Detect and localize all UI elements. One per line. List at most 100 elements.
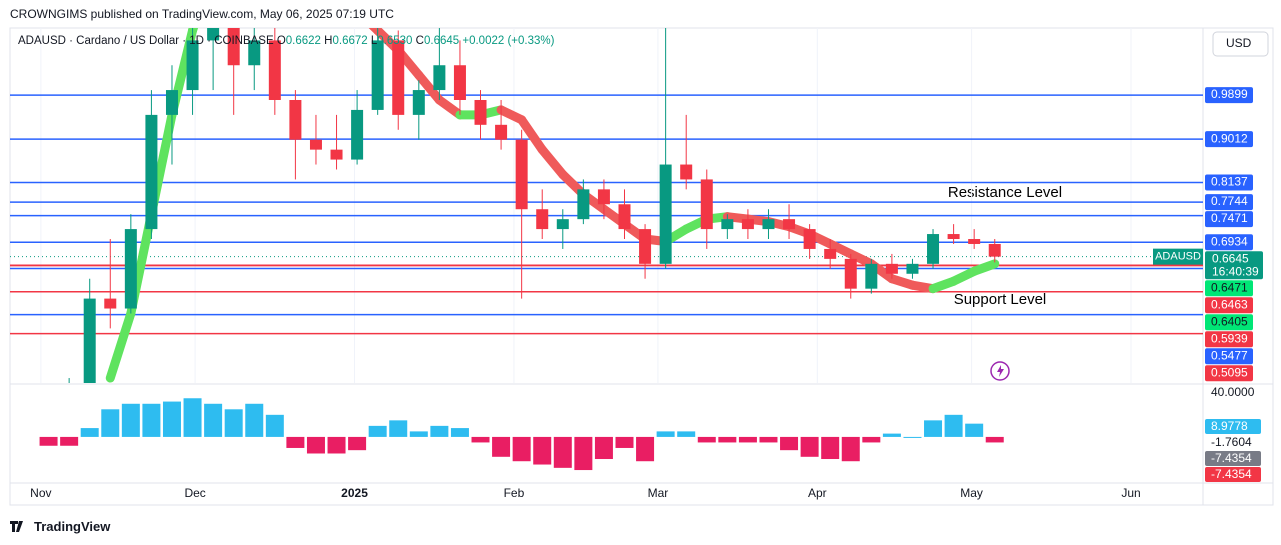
- footer: TradingView: [34, 519, 111, 534]
- price-tag: [1205, 331, 1253, 348]
- x-tick-label: Nov: [30, 486, 51, 500]
- histogram-bar: [903, 436, 922, 438]
- price-tag: [1205, 365, 1253, 382]
- histogram-bar: [348, 436, 367, 451]
- candle-body: [988, 243, 1001, 257]
- candle-body: [268, 40, 281, 100]
- price-tag: [1205, 251, 1263, 280]
- histogram-bar: [204, 403, 223, 437]
- histogram-bar: [759, 436, 778, 443]
- header: CROWNGIMS published on TradingView.com, …: [10, 7, 394, 21]
- histogram-bar: [142, 403, 161, 437]
- price-tag: [1205, 174, 1253, 191]
- price-tag-label: 0.6463: [1211, 297, 1248, 311]
- histogram-bar: [286, 436, 305, 448]
- candle-body: [927, 234, 940, 264]
- currency-box[interactable]: [1212, 31, 1269, 57]
- annotation: Resistance Level: [948, 184, 1062, 201]
- histogram-bar: [944, 414, 963, 437]
- annotation: Support Level: [954, 291, 1047, 308]
- histogram-bar: [800, 436, 819, 457]
- histogram-bar: [594, 436, 613, 460]
- candle-body: [63, 388, 75, 413]
- histogram-bar: [60, 436, 79, 446]
- candle-body: [721, 219, 734, 230]
- candle-body: [803, 229, 816, 249]
- histogram-bar: [368, 425, 387, 437]
- price-tag: [1205, 194, 1253, 211]
- histogram-bar: [512, 436, 531, 462]
- currency: USD: [1226, 36, 1252, 50]
- x-tick-label: Jun: [1121, 486, 1140, 500]
- candle-body: [207, 28, 220, 41]
- moving-average: [414, 70, 444, 105]
- candle-body: [680, 164, 693, 180]
- histogram-bar: [450, 428, 469, 437]
- histogram-bar: [471, 436, 490, 443]
- candle-body: [968, 239, 981, 244]
- candle-body: [844, 258, 857, 289]
- candle-body: [371, 40, 384, 110]
- candle-body: [392, 40, 405, 115]
- candle-body: [433, 65, 446, 91]
- x-tick-label: Dec: [184, 486, 205, 500]
- candle-body: [453, 65, 466, 100]
- candle-body: [597, 189, 610, 205]
- candle-body: [227, 28, 240, 66]
- ohlc: O0.6622 H0.6672 L0.6530 C0.6645: [277, 35, 463, 47]
- histogram-bar: [121, 403, 140, 437]
- histogram-bar: [738, 436, 757, 443]
- candle-body: [145, 114, 158, 230]
- histogram-bar: [862, 436, 881, 443]
- x-tick-label: 2025: [341, 486, 368, 500]
- price-tag-label: 0.5095: [1211, 365, 1248, 379]
- price-tag: [1205, 87, 1253, 104]
- price-tag-label: 0.9899: [1211, 87, 1248, 101]
- histogram-bar: [39, 436, 58, 446]
- candle-body: [947, 234, 960, 240]
- candle-body: [474, 99, 487, 125]
- histogram-bar: [553, 436, 572, 468]
- indicator-pane: [39, 398, 1004, 471]
- candle-body: [700, 179, 713, 230]
- candle-body: [83, 298, 96, 383]
- histogram-bar: [882, 433, 901, 437]
- change: +0.0022 (+0.33%): [462, 35, 555, 47]
- symbol: ADAUSD · Cardano / US Dollar · 1D · COIN…: [18, 35, 274, 47]
- indicator-tick-label: -7.4354: [1211, 467, 1252, 481]
- histogram-bar: [718, 436, 737, 443]
- histogram-bar: [430, 425, 449, 437]
- indicator-tag: [1205, 419, 1261, 435]
- ohlc-label: O: [276, 35, 286, 47]
- histogram-bar: [677, 431, 696, 437]
- x-tick-label: Feb: [504, 486, 525, 500]
- ohlc-value: 0.6672: [332, 35, 368, 47]
- ohlc-value: 0.6530: [377, 35, 413, 47]
- candle-body: [659, 164, 672, 264]
- candle-body: [330, 149, 343, 160]
- ohlc-value: 0.6622: [285, 35, 321, 47]
- histogram-bar: [780, 436, 799, 451]
- histogram-bar: [615, 436, 634, 448]
- candle-body: [289, 99, 302, 140]
- symbol-tag-label: ADAUSD: [1155, 251, 1201, 263]
- price-tag: [1205, 314, 1253, 331]
- ohlc-label: H: [324, 35, 333, 47]
- indicator-tick-label: 8.9778: [1211, 419, 1248, 433]
- candle-body: [536, 209, 549, 230]
- candle-body: [515, 139, 528, 210]
- candle-body: [783, 219, 796, 230]
- ohlc-value: 0.6645: [423, 35, 460, 47]
- histogram-bar: [162, 401, 181, 437]
- price-tag: [1205, 131, 1253, 148]
- legend: ADAUSD · Cardano / US Dollar · 1D · COIN…: [18, 35, 554, 47]
- histogram-bar: [101, 409, 120, 437]
- candle-body: [556, 219, 569, 230]
- histogram-bar: [574, 436, 593, 471]
- histogram-bar: [306, 436, 325, 454]
- candle-body: [124, 229, 137, 309]
- price-tag: [1205, 348, 1253, 365]
- ohlc-label: C: [415, 35, 424, 47]
